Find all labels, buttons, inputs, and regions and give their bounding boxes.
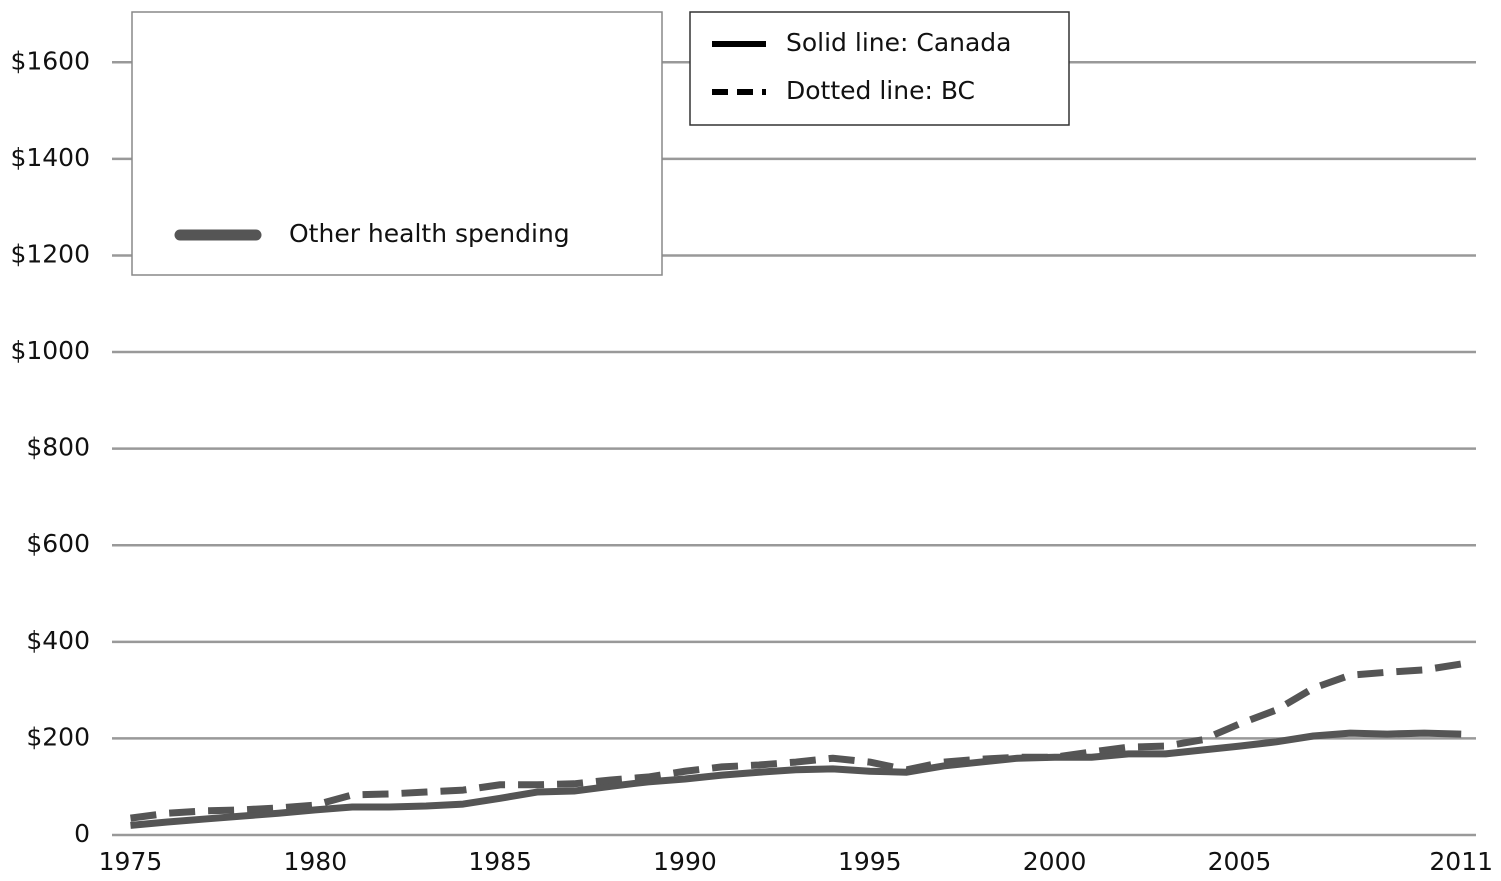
legend-box <box>689 11 1070 126</box>
y-tick-label: $1200 <box>10 239 90 268</box>
y-tick-label: $200 <box>26 722 90 751</box>
x-tick-label: 1975 <box>99 847 163 876</box>
y-tick-label: 0 <box>74 819 90 848</box>
y-tick-label: $400 <box>26 626 90 655</box>
x-tick-label: 1990 <box>653 847 717 876</box>
y-tick-label: $1400 <box>10 143 90 172</box>
series-line <box>130 660 1462 822</box>
x-tick-label: 2005 <box>1208 847 1272 876</box>
x-tick-label: 2000 <box>1023 847 1087 876</box>
y-tick-label: $1000 <box>10 336 90 365</box>
y-tick-label: $600 <box>26 529 90 558</box>
legend-label: Solid line: Canada <box>786 28 1012 57</box>
x-tick-label: 2011 <box>1429 847 1493 876</box>
annotation: Other health spending <box>289 219 570 248</box>
y-tick-label: $800 <box>26 433 90 462</box>
x-tick-label: 1980 <box>283 847 347 876</box>
series-line <box>130 729 1462 829</box>
legend-label: Dotted line: BC <box>786 76 975 105</box>
y-tick-label: $1600 <box>10 46 90 75</box>
x-tick-label: 1985 <box>468 847 532 876</box>
x-tick-label: 1995 <box>838 847 902 876</box>
